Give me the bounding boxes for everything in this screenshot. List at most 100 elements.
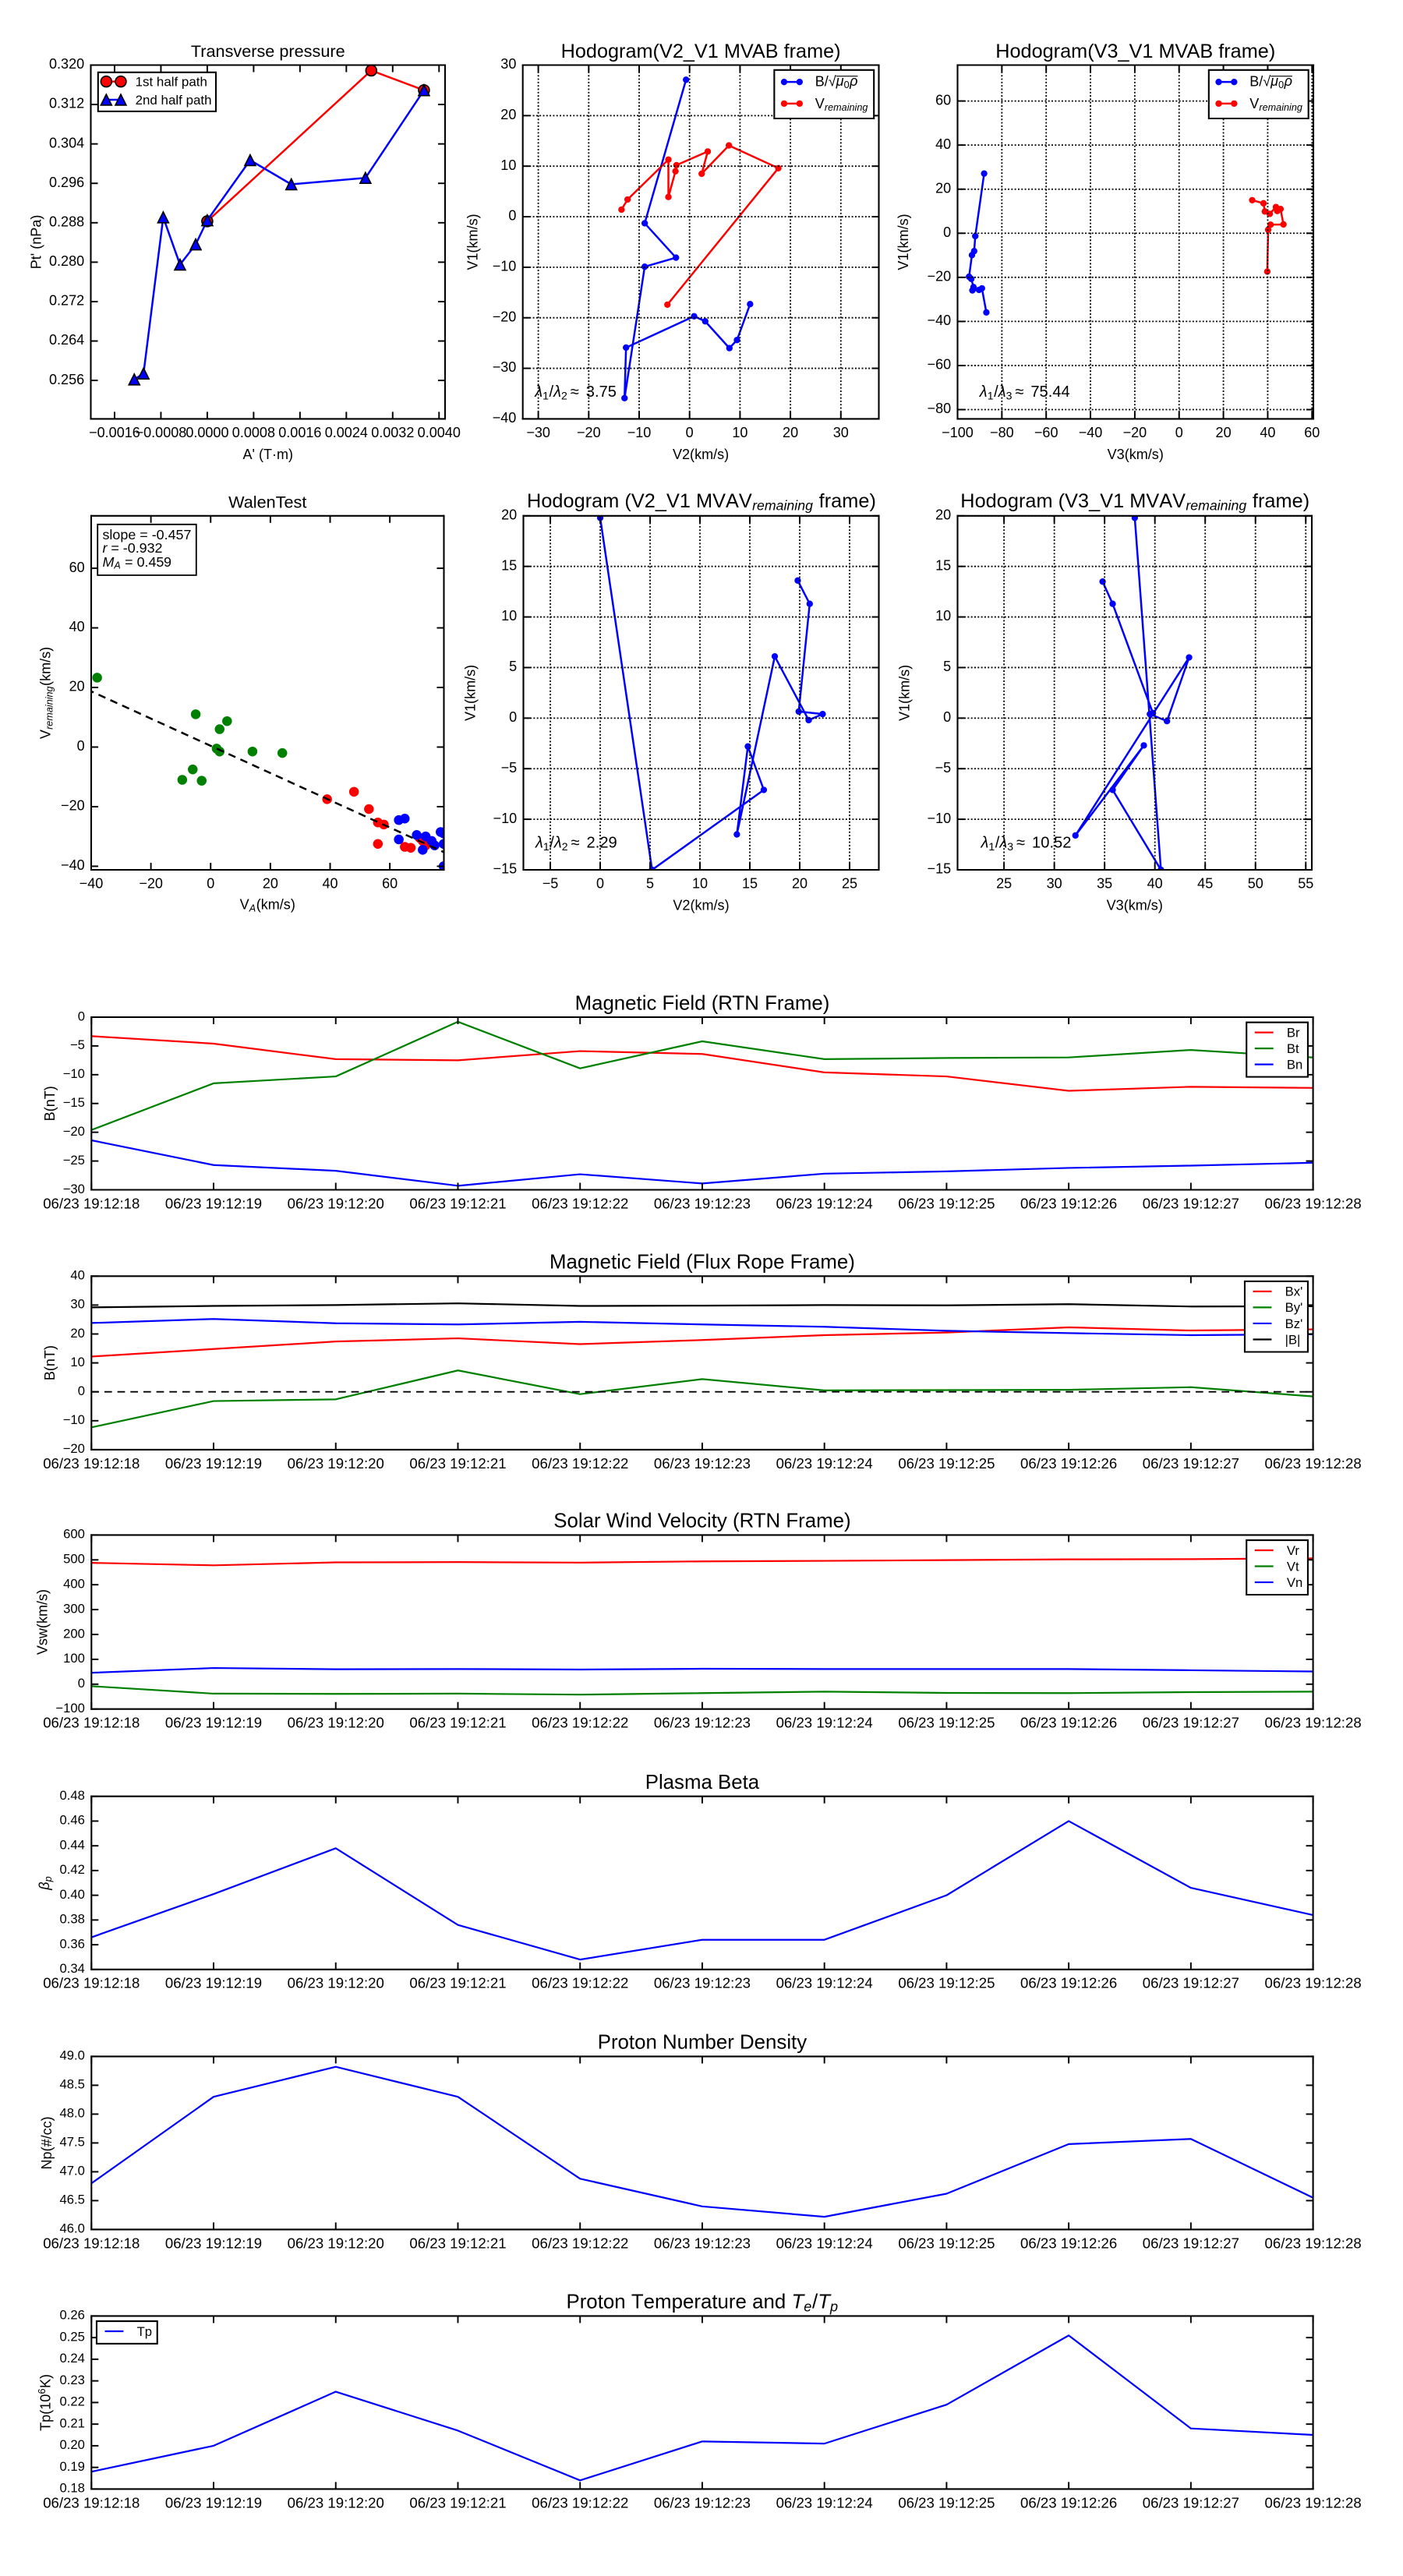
svg-text:0.40: 0.40 [60,1887,85,1902]
svg-text:10: 10 [500,157,516,173]
svg-text:λ λ 1 3: λ λ 1 3 / ≈ 7 5 . 4 4 [979,381,1070,403]
svg-text:−25: −25 [63,1153,85,1168]
svg-text:10: 10 [70,1355,85,1369]
svg-text:06/23 19:12:23: 06/23 19:12:23 [654,1455,751,1472]
svg-text:06/23 19:12:19: 06/23 19:12:19 [165,1195,262,1211]
svg-text:20: 20 [69,679,85,694]
svg-text:30: 30 [70,1297,85,1312]
svg-text:06/23 19:12:19: 06/23 19:12:19 [165,1975,262,1991]
svg-text:−0.0008: −0.0008 [136,425,187,440]
svg-text:0.312: 0.312 [49,96,84,111]
svg-text:H o d o: H o d o g r a m ( V 3 _ V 1 M V A V f r … [960,490,1314,514]
svg-text:Vsw(km/s): Vsw(km/s) [35,1589,51,1655]
svg-text:Vn: Vn [1287,1575,1302,1590]
svg-text:−60: −60 [928,357,952,373]
svg-text:B(nT): B(nT) [42,1345,58,1380]
svg-text:06/23 19:12:19: 06/23 19:12:19 [165,2235,262,2251]
svg-text:06/23 19:12:22: 06/23 19:12:22 [532,1975,628,1991]
svg-text:Hodogram(V3_V1 MVAB frame): Hodogram(V3_V1 MVAB frame) [995,41,1275,62]
svg-text:46.0: 46.0 [60,2221,85,2236]
svg-text:0.19: 0.19 [60,2459,85,2474]
svg-text:V1(km/s): V1(km/s) [462,665,478,721]
svg-text:06/23 19:12:24: 06/23 19:12:24 [776,2235,873,2251]
svg-text:0.26: 0.26 [60,2308,85,2323]
svg-text:06/23 19:12:24: 06/23 19:12:24 [776,1975,873,1991]
svg-text:40: 40 [322,876,337,892]
svg-text:Bx': Bx' [1285,1284,1303,1299]
svg-text:0.320: 0.320 [49,56,84,72]
svg-text:30: 30 [500,56,516,72]
svg-text:06/23 19:12:20: 06/23 19:12:20 [288,2494,384,2511]
svg-text:V1(km/s): V1(km/s) [465,214,481,270]
svg-text:M A =: M A = 0 . 4 5 9 [102,551,171,573]
svg-text:0.18: 0.18 [60,2481,85,2496]
svg-text:−60: −60 [1034,425,1058,440]
svg-text:06/23 19:12:28: 06/23 19:12:28 [1265,2235,1362,2251]
svg-text:48.5: 48.5 [60,2077,85,2092]
svg-text:−30: −30 [63,1182,85,1196]
svg-text:5: 5 [509,659,517,674]
svg-text:−5: −5 [70,1037,85,1052]
svg-text:06/23 19:12:24: 06/23 19:12:24 [776,1455,873,1472]
svg-text:Transverse pressure: Transverse pressure [191,41,345,61]
svg-text:20: 20 [935,180,951,196]
svg-text:06/23 19:12:21: 06/23 19:12:21 [409,1715,506,1731]
svg-text:100: 100 [63,1651,85,1666]
svg-text:300: 300 [63,1601,85,1616]
svg-text:2nd half path: 2nd half path [136,93,212,108]
svg-text:0.24: 0.24 [60,2351,85,2366]
svg-text:06/23 19:12:20: 06/23 19:12:20 [288,1715,384,1731]
svg-text:60: 60 [1304,425,1320,440]
svg-text:06/23 19:12:24: 06/23 19:12:24 [776,1715,873,1731]
svg-text:−20: −20 [61,798,85,814]
svg-text:06/23 19:12:27: 06/23 19:12:27 [1143,2494,1239,2511]
svg-text:06/23 19:12:22: 06/23 19:12:22 [532,1455,628,1472]
svg-text:−40: −40 [928,313,952,328]
svg-text:0.22: 0.22 [60,2394,85,2409]
svg-text:10: 10 [501,608,517,624]
svg-text:−80: −80 [990,425,1014,440]
svg-text:0.48: 0.48 [60,1788,85,1803]
svg-text:0.296: 0.296 [49,175,84,190]
svg-text:06/23 19:12:26: 06/23 19:12:26 [1020,2494,1117,2511]
svg-text:06/23 19:12:25: 06/23 19:12:25 [898,1455,995,1472]
svg-text:400: 400 [63,1577,85,1592]
svg-text:−20: −20 [493,309,517,324]
svg-text:48.0: 48.0 [60,2106,85,2121]
svg-text:10: 10 [732,425,747,440]
svg-text:60: 60 [935,92,951,108]
svg-text:−100: −100 [942,425,974,440]
svg-text:V r e m: V r e m a i n i n g [1249,93,1302,115]
svg-text:0: 0 [509,709,517,725]
svg-text:40: 40 [70,1268,85,1283]
svg-text:06/23 19:12:19: 06/23 19:12:19 [165,2494,262,2511]
svg-text:25: 25 [996,876,1012,892]
svg-text:λ λ 1 3: λ λ 1 3 / ≈ 1 0 . 5 2 [980,832,1071,854]
svg-text:0.288: 0.288 [49,214,84,229]
svg-text:10: 10 [935,608,951,624]
svg-text:06/23 19:12:28: 06/23 19:12:28 [1265,1195,1362,1211]
svg-text:0: 0 [1175,425,1183,440]
svg-text:A' (T·m): A' (T·m) [242,447,293,462]
svg-text:47.0: 47.0 [60,2164,85,2178]
svg-text:06/23 19:12:18: 06/23 19:12:18 [43,2494,140,2511]
svg-text:600: 600 [63,1527,85,1542]
svg-text:0.0000: 0.0000 [186,425,228,440]
svg-text:47.5: 47.5 [60,2135,85,2150]
svg-text:5: 5 [646,876,654,892]
svg-text:30: 30 [1047,876,1062,892]
svg-text:06/23 19:12:20: 06/23 19:12:20 [288,1455,384,1472]
svg-text:06/23 19:12:27: 06/23 19:12:27 [1143,1195,1239,1211]
svg-text:06/23 19:12:24: 06/23 19:12:24 [776,2494,873,2511]
svg-text:Hodogram(V2_V1 MVAB frame): Hodogram(V2_V1 MVAB frame) [561,41,841,62]
svg-text:Br: Br [1287,1025,1300,1040]
svg-text:06/23 19:12:28: 06/23 19:12:28 [1265,1455,1362,1472]
svg-text:Plasma Beta: Plasma Beta [645,1772,760,1793]
svg-text:15: 15 [935,557,951,573]
svg-text:06/23 19:12:26: 06/23 19:12:26 [1020,1195,1117,1211]
svg-text:P r o t: P r o t o n T e m p e r a t u r e a n d … [566,2291,838,2315]
svg-text:−5: −5 [501,760,518,776]
svg-text:−40: −40 [80,876,104,892]
svg-text:15: 15 [501,557,517,573]
svg-text:06/23 19:12:22: 06/23 19:12:22 [532,1195,628,1211]
